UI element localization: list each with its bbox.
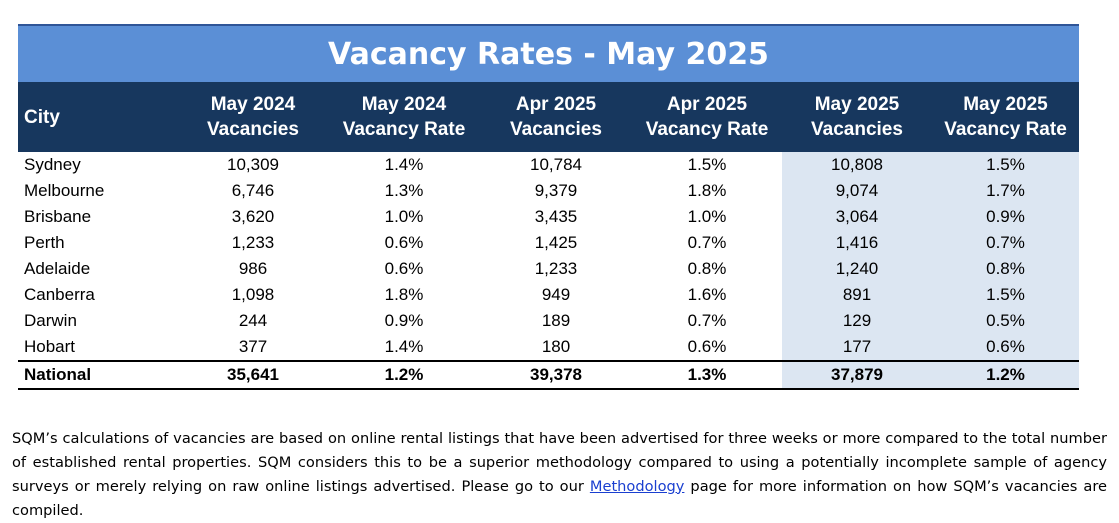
col-header-may2024-vacancies: May 2024 Vacancies — [178, 82, 328, 152]
cell-value: 1.8% — [384, 285, 424, 304]
cell-value: 3,620 — [231, 207, 275, 226]
cell-value: 0.6% — [384, 259, 424, 278]
cell-city: National — [18, 360, 178, 390]
cell-value: 1.5% — [932, 152, 1079, 178]
cell-value: 1.6% — [687, 285, 727, 304]
cell-value: 177 — [782, 334, 932, 361]
methodology-footnote: SQM’s calculations of vacancies are base… — [12, 427, 1107, 523]
cell-value: 180 — [541, 337, 571, 356]
cell-value: 244 — [238, 311, 268, 330]
cell-value: 0.7% — [687, 311, 727, 330]
cell-value: 1,416 — [782, 230, 932, 256]
col-header-may2025-vacancies: May 2025 Vacancies — [782, 82, 932, 152]
cell-value: 0.6% — [932, 334, 1079, 361]
vacancy-table: City May 2024 Vacancies May 2024 Vacancy R… — [18, 82, 1079, 390]
cell-value: 9,379 — [534, 181, 578, 200]
cell-value: 1.8% — [687, 181, 727, 200]
cell-value: 1.4% — [384, 155, 424, 174]
cell-value: 129 — [782, 308, 932, 334]
cell-value: 0.8% — [687, 259, 727, 278]
vacancy-table-container: Vacancy Rates - May 2025 City May 2024 Va… — [18, 24, 1079, 390]
cell-value: 1,098 — [231, 285, 275, 304]
cell-value: 1.5% — [932, 282, 1079, 308]
cell-value: 1,425 — [534, 233, 578, 252]
cell-value: 1,233 — [231, 233, 275, 252]
cell-value: 10,309 — [227, 155, 279, 174]
cell-value: 1.4% — [384, 337, 424, 356]
cell-value: 35,641 — [178, 360, 328, 390]
cell-value: 1,240 — [782, 256, 932, 282]
cell-value: 0.6% — [384, 233, 424, 252]
cell-value: 0.8% — [932, 256, 1079, 282]
table-title: Vacancy Rates - May 2025 — [18, 24, 1079, 82]
cell-city: Sydney — [24, 155, 81, 174]
cell-city: Melbourne — [24, 181, 105, 200]
cell-value: 10,808 — [782, 152, 932, 178]
cell-value: 949 — [541, 285, 571, 304]
cell-value: 1.2% — [328, 360, 480, 390]
methodology-link[interactable]: Methodology — [589, 477, 685, 495]
cell-value: 0.7% — [687, 233, 727, 252]
table-row: Brisbane 3,620 1.0% 3,435 1.0% 3,064 0.9… — [18, 204, 1079, 230]
cell-value: 1.0% — [687, 207, 727, 226]
cell-city: Perth — [24, 233, 65, 252]
national-total-row: National 35,641 1.2% 39,378 1.3% 37,879 … — [18, 360, 1079, 390]
cell-value: 10,784 — [530, 155, 582, 174]
table-row: Adelaide 986 0.6% 1,233 0.8% 1,240 0.8% — [18, 256, 1079, 282]
table-row: Darwin 244 0.9% 189 0.7% 129 0.5% — [18, 308, 1079, 334]
cell-value: 3,435 — [534, 207, 578, 226]
table-row: Melbourne 6,746 1.3% 9,379 1.8% 9,074 1.… — [18, 178, 1079, 204]
table-row: Canberra 1,098 1.8% 949 1.6% 891 1.5% — [18, 282, 1079, 308]
cell-value: 0.9% — [384, 311, 424, 330]
cell-value: 1.3% — [384, 181, 424, 200]
cell-value: 0.6% — [687, 337, 727, 356]
col-header-apr2025-rate: Apr 2025 Vacancy Rate — [632, 82, 782, 152]
col-header-may2024-rate: May 2024 Vacancy Rate — [328, 82, 480, 152]
cell-value: 377 — [238, 337, 268, 356]
cell-value: 0.7% — [932, 230, 1079, 256]
header-row: City May 2024 Vacancies May 2024 Vacancy R… — [18, 82, 1079, 152]
cell-city: Adelaide — [24, 259, 91, 278]
cell-city: Brisbane — [24, 207, 92, 226]
cell-value: 3,064 — [782, 204, 932, 230]
cell-value: 9,074 — [782, 178, 932, 204]
cell-value: 0.9% — [932, 204, 1079, 230]
col-header-apr2025-vacancies: Apr 2025 Vacancies — [480, 82, 632, 152]
col-header-may2025-rate: May 2025 Vacancy Rate — [932, 82, 1079, 152]
footnote-text: SQM’s calculations of vacancies are base… — [12, 429, 1107, 495]
table-row: Perth 1,233 0.6% 1,425 0.7% 1,416 0.7% — [18, 230, 1079, 256]
cell-value: 986 — [238, 259, 268, 278]
cell-value: 1,233 — [534, 259, 578, 278]
cell-city: Canberra — [24, 285, 95, 304]
cell-value: 39,378 — [480, 360, 632, 390]
cell-value: 1.7% — [932, 178, 1079, 204]
cell-value: 1.3% — [632, 360, 782, 390]
cell-city: Hobart — [24, 337, 76, 356]
cell-value: 37,879 — [782, 360, 932, 390]
col-header-city: City — [18, 82, 178, 152]
cell-city: Darwin — [24, 311, 77, 330]
cell-value: 0.5% — [932, 308, 1079, 334]
table-row: Sydney 10,309 1.4% 10,784 1.5% 10,808 1.… — [18, 152, 1079, 178]
cell-value: 6,746 — [231, 181, 275, 200]
cell-value: 1.5% — [687, 155, 727, 174]
cell-value: 189 — [541, 311, 571, 330]
cell-value: 1.0% — [384, 207, 424, 226]
cell-value: 1.2% — [932, 360, 1079, 390]
cell-value: 891 — [782, 282, 932, 308]
table-row: Hobart 377 1.4% 180 0.6% 177 0.6% — [18, 334, 1079, 361]
